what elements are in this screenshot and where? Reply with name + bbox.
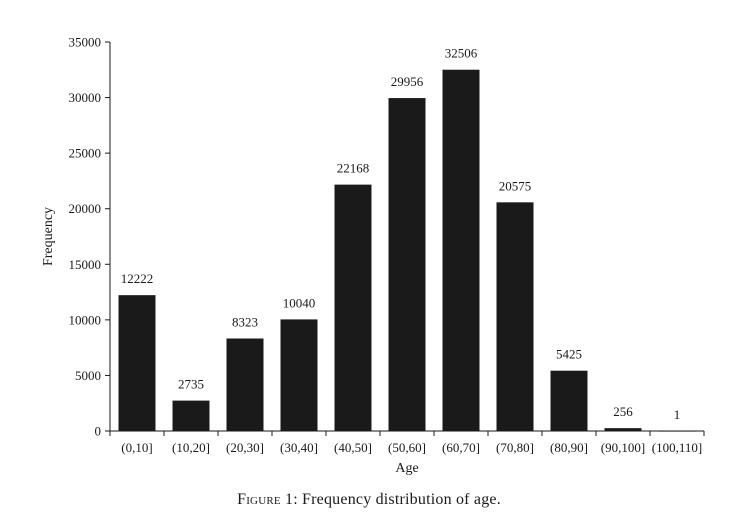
data-label: 32506 [445,46,478,61]
x-tick-label: (80,90] [550,440,588,455]
bar-chart: 0 5000 10000 15000 20000 25000 30000 35000 (0,1… [41,35,705,476]
x-tick-label: (0,10] [121,440,152,455]
data-label: 256 [613,404,633,419]
y-tick-label: 35000 [69,35,102,50]
data-label: 29956 [391,74,424,89]
bar-60-70 [442,69,480,432]
data-labels: 12222 2735 8323 10040 22168 29956 32506 20575 54… [121,46,681,422]
y-tick-label: 0 [95,424,102,439]
y-axis-title: Frequency [41,207,56,266]
data-label: 12222 [121,271,154,286]
y-axis-ticks: 0 5000 10000 15000 20000 25000 30000 35000 [69,35,110,439]
y-tick-label: 5000 [75,368,101,383]
x-tick-label: (50,60] [388,440,426,455]
axes-layer [109,42,704,432]
figure-caption-text: Frequency distribution of age. [297,491,501,508]
bar-40-50 [334,184,372,431]
bar-20-30 [226,338,264,431]
x-tick-label: (10,20] [172,440,210,455]
data-label: 20575 [499,178,532,193]
x-tick-label: (30,40] [280,440,318,455]
y-tick-label: 10000 [69,312,102,327]
data-label: 2735 [178,377,204,392]
bar-0-10 [118,295,156,431]
y-tick-label: 20000 [69,201,102,216]
data-label: 22168 [337,161,370,176]
x-tick-label: (20,30] [226,440,264,455]
x-tick-label: (40,50] [334,440,372,455]
figure-caption: Figure 1: Frequency distribution of age. [0,491,738,509]
data-label: 10040 [283,295,316,310]
y-tick-label: 25000 [69,146,102,161]
data-label: 1 [674,407,681,422]
x-axis-ticks: (0,10] (10,20] (20,30] (30,40] (40,50] (50,60… [109,431,705,455]
data-label: 5425 [556,347,582,362]
bar-70-80 [496,202,534,431]
y-tick-label: 30000 [69,90,102,105]
data-label: 8323 [232,314,258,329]
bar-30-40 [280,319,318,431]
bar-90-100 [604,428,642,431]
figure-caption-label: Figure 1: [237,491,298,508]
x-tick-label: (70,80] [496,440,534,455]
bar-50-60 [388,98,426,431]
x-axis-title: Age [395,461,418,476]
bar-10-20 [172,400,210,431]
x-tick-label: (100,110] [652,440,702,455]
x-tick-label: (60,70] [442,440,480,455]
bar-80-90 [550,370,588,431]
y-tick-label: 15000 [69,257,102,272]
bars-layer [118,69,696,432]
x-tick-label: (90,100] [601,440,645,455]
